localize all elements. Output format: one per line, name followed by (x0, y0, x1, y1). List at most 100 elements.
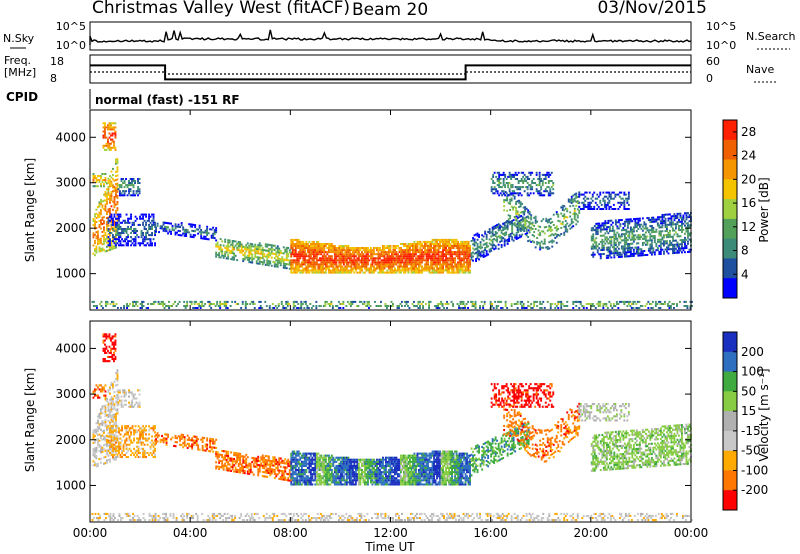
heatmap-cell (539, 234, 542, 237)
heatmap-cell (362, 265, 365, 268)
colorbar-tick-label: 28 (741, 125, 756, 139)
heatmap-cell (192, 234, 195, 237)
heatmap-cell (373, 247, 375, 249)
heatmap-cell (617, 233, 620, 236)
heatmap-cell (681, 247, 683, 250)
heatmap-cell (389, 249, 392, 252)
heatmap-cell (317, 247, 320, 249)
heatmap-cell (216, 243, 219, 246)
heatmap-cell (107, 177, 110, 180)
heatmap-cell (231, 240, 234, 242)
heatmap-cell (305, 269, 308, 272)
heatmap-cell (191, 235, 194, 238)
heatmap-cell (531, 221, 534, 224)
heatmap-cell (649, 218, 652, 221)
heatmap-cell (538, 171, 541, 174)
heatmap-cell (296, 253, 299, 256)
heatmap-cell (410, 267, 413, 270)
heatmap-cell (367, 263, 369, 266)
heatmap-cell (446, 243, 449, 245)
heatmap-cell (324, 271, 327, 274)
heatmap-cell (544, 178, 547, 180)
heatmap-cell (327, 245, 330, 247)
heatmap-cell (473, 238, 476, 241)
heatmap-cell (133, 223, 135, 226)
heatmap-cell (392, 305, 394, 307)
heatmap-cell (284, 250, 287, 253)
heatmap-cell (451, 240, 453, 243)
heatmap-cell (345, 305, 348, 307)
heatmap-cell (293, 253, 296, 256)
heatmap-cell (511, 190, 514, 193)
heatmap-cell (182, 226, 185, 229)
heatmap-cell (457, 263, 459, 266)
heatmap-cell (322, 305, 325, 307)
heatmap-cell (98, 246, 101, 249)
heatmap-cell (475, 251, 477, 254)
heatmap-cell (288, 303, 291, 305)
heatmap-cell (403, 255, 405, 258)
colorbar-tick-label: 4 (741, 267, 749, 281)
heatmap-cell (452, 261, 455, 264)
heatmap-cell (297, 253, 300, 256)
heatmap-cell (275, 265, 278, 268)
heatmap-cell (302, 240, 305, 243)
heatmap-cell (539, 244, 542, 247)
heatmap-cell (98, 224, 101, 226)
heatmap-cell (668, 300, 671, 303)
heatmap-cell (455, 247, 458, 249)
heatmap-cell (614, 233, 617, 236)
heatmap-cell (95, 430, 98, 433)
heatmap-cell (417, 303, 420, 305)
heatmap-cell (107, 221, 110, 224)
heatmap-cell (156, 224, 159, 227)
heatmap-cell (398, 307, 400, 309)
heatmap-cell (139, 303, 142, 305)
heatmap-cell (92, 179, 95, 182)
heatmap-cell (315, 251, 318, 254)
heatmap-cell (616, 250, 619, 252)
heatmap-cell (220, 303, 223, 305)
heatmap-cell (446, 257, 449, 260)
heatmap-cell (552, 192, 555, 195)
heatmap-cell (296, 257, 299, 260)
heatmap-cell (646, 229, 649, 232)
heatmap-cell (100, 248, 102, 250)
heatmap-cell (389, 257, 392, 260)
heatmap-cell (324, 243, 327, 245)
heatmap-cell (611, 197, 614, 200)
heatmap-cell (452, 265, 455, 268)
heatmap-cell (213, 303, 216, 305)
heatmap-cell (263, 255, 266, 258)
heatmap-cell (679, 220, 682, 223)
heatmap-cell (338, 269, 341, 272)
heatmap-cell (94, 225, 96, 228)
heatmap-cell (335, 257, 338, 260)
heatmap-cell (422, 247, 425, 249)
heatmap-cell (521, 300, 524, 303)
heatmap-cell (94, 461, 96, 464)
heatmap-cell (469, 263, 471, 266)
heatmap-cell (484, 242, 487, 245)
heatmap-cell (269, 260, 272, 263)
heatmap-cell (314, 255, 317, 258)
heatmap-cell (109, 232, 111, 234)
heatmap-cell (128, 190, 130, 193)
heatmap-cell (300, 245, 303, 247)
heatmap-cell (364, 267, 366, 270)
heatmap-cell (237, 303, 240, 305)
heatmap-cell (357, 255, 360, 258)
heatmap-cell (452, 257, 455, 260)
heatmap-cell (631, 220, 634, 223)
heatmap-cell (279, 264, 282, 267)
heatmap-cell (97, 421, 99, 424)
heatmap-cell (350, 263, 353, 266)
heatmap-cell (427, 257, 429, 260)
heatmap-cell (673, 217, 676, 220)
heatmap-cell (109, 248, 111, 251)
heatmap-cell (604, 228, 607, 231)
heatmap-cell (631, 246, 634, 249)
heatmap-cell (356, 257, 359, 260)
heatmap-cell (376, 261, 378, 264)
heatmap-cell (106, 223, 108, 226)
